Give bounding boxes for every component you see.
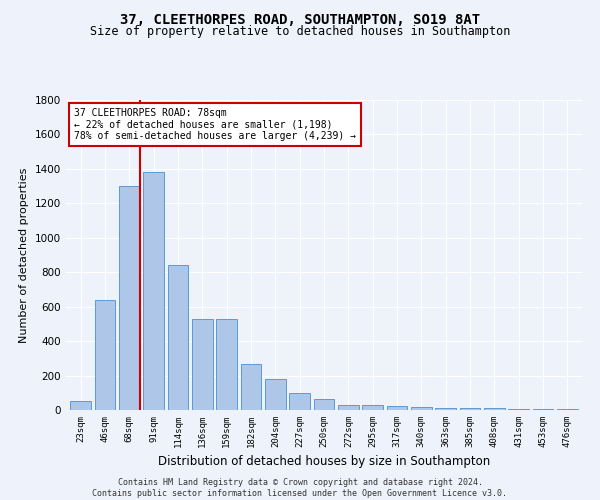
Text: Contains HM Land Registry data © Crown copyright and database right 2024.
Contai: Contains HM Land Registry data © Crown c…: [92, 478, 508, 498]
Bar: [386, 406, 407, 410]
Bar: [436, 408, 456, 410]
Y-axis label: Number of detached properties: Number of detached properties: [19, 168, 29, 342]
Bar: [362, 405, 383, 410]
Bar: [289, 393, 310, 410]
Bar: [314, 399, 334, 410]
Bar: [508, 409, 529, 410]
Bar: [533, 409, 553, 410]
Bar: [216, 318, 237, 410]
Bar: [70, 402, 91, 410]
Bar: [411, 408, 432, 410]
Bar: [167, 266, 188, 410]
Bar: [192, 318, 212, 410]
Text: Size of property relative to detached houses in Southampton: Size of property relative to detached ho…: [90, 25, 510, 38]
X-axis label: Distribution of detached houses by size in Southampton: Distribution of detached houses by size …: [158, 456, 490, 468]
Bar: [338, 405, 359, 410]
Bar: [95, 300, 115, 410]
Text: 37 CLEETHORPES ROAD: 78sqm
← 22% of detached houses are smaller (1,198)
78% of s: 37 CLEETHORPES ROAD: 78sqm ← 22% of deta…: [74, 108, 356, 141]
Text: 37, CLEETHORPES ROAD, SOUTHAMPTON, SO19 8AT: 37, CLEETHORPES ROAD, SOUTHAMPTON, SO19 …: [120, 12, 480, 26]
Bar: [460, 408, 481, 410]
Bar: [241, 364, 262, 410]
Bar: [143, 172, 164, 410]
Bar: [265, 379, 286, 410]
Bar: [119, 186, 140, 410]
Bar: [557, 409, 578, 410]
Bar: [484, 408, 505, 410]
